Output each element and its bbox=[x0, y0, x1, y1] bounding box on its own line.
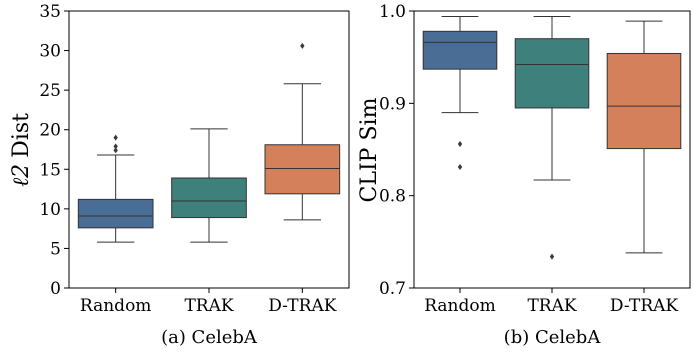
panel-a-x-axis: Random TRAK D-TRAK bbox=[80, 288, 337, 316]
box-iqr bbox=[422, 30, 498, 70]
box-iqr bbox=[171, 177, 247, 219]
outlier-point bbox=[300, 42, 305, 49]
panel-b-ytick-label: 0.8 bbox=[379, 187, 406, 207]
panel-b-xtick-label: TRAK bbox=[527, 296, 576, 316]
panel-b-ytick-label: 0.9 bbox=[379, 94, 406, 114]
panel-b-marks bbox=[422, 16, 682, 260]
panel-a-xtick-label: D-TRAK bbox=[268, 296, 336, 316]
panel-a-marks bbox=[77, 42, 341, 243]
panel-b-x-axis: Random TRAK D-TRAK bbox=[424, 288, 678, 316]
panel-a-ytick-label: 20 bbox=[39, 121, 61, 141]
panel-a-y-axis-label: ℓ2Dist bbox=[9, 113, 34, 187]
panel-a-ytick-label: 5 bbox=[50, 239, 61, 259]
box-iqr bbox=[264, 144, 341, 195]
panel-a-box-trak bbox=[171, 128, 247, 243]
panel-a-ytick-label: 15 bbox=[39, 160, 61, 180]
panel-a-xtick-label: TRAK bbox=[184, 296, 233, 316]
outlier-point bbox=[113, 147, 118, 154]
panel-b-box-d-trak bbox=[606, 20, 682, 254]
panel-b-xtick-label: Random bbox=[424, 296, 496, 316]
panel-b-y-axis-label: CLIP Sim bbox=[357, 97, 382, 202]
panel-a-caption: (a) CelebA bbox=[161, 327, 258, 348]
panel-b-y-axis: 0.7 0.8 0.9 1.0 bbox=[379, 2, 414, 299]
panel-a-ytick-label: 10 bbox=[39, 200, 61, 220]
panel-a-ytick-label: 25 bbox=[39, 81, 61, 101]
panel-a-y-axis: 0 5 10 15 20 25 30 35 bbox=[39, 2, 69, 299]
panel-a-xtick-label: Random bbox=[80, 296, 152, 316]
outlier-point bbox=[113, 143, 118, 150]
box-iqr bbox=[606, 52, 682, 150]
outlier-point bbox=[549, 253, 555, 260]
box-iqr bbox=[77, 198, 154, 229]
panel-b-ytick-label: 0.7 bbox=[379, 279, 406, 299]
panel-b: 0.7 0.8 0.9 1.0 Random TRAK D-TRAK CLIP Sim (… bbox=[357, 2, 691, 348]
panel-a: 0 5 10 15 20 25 30 35 Random TRAK D-TRAK ℓ2Dist (… bbox=[9, 2, 350, 348]
panel-a-box-random bbox=[77, 134, 154, 243]
panel-b-box-random bbox=[422, 16, 498, 171]
panel-b-xtick-label: D-TRAK bbox=[610, 296, 678, 316]
outlier-point bbox=[457, 140, 463, 147]
panel-b-box-trak bbox=[514, 16, 590, 260]
outlier-point bbox=[457, 164, 463, 171]
panel-a-box-d-trak bbox=[264, 42, 341, 221]
panel-a-ytick-label: 30 bbox=[39, 42, 61, 62]
panel-a-ytick-label: 35 bbox=[39, 2, 61, 22]
panel-a-ytick-label: 0 bbox=[50, 279, 61, 299]
panel-b-caption: (b) CelebA bbox=[504, 327, 602, 348]
outlier-point bbox=[113, 134, 118, 141]
box-iqr bbox=[514, 38, 590, 109]
panel-b-ytick-label: 1.0 bbox=[379, 2, 406, 22]
